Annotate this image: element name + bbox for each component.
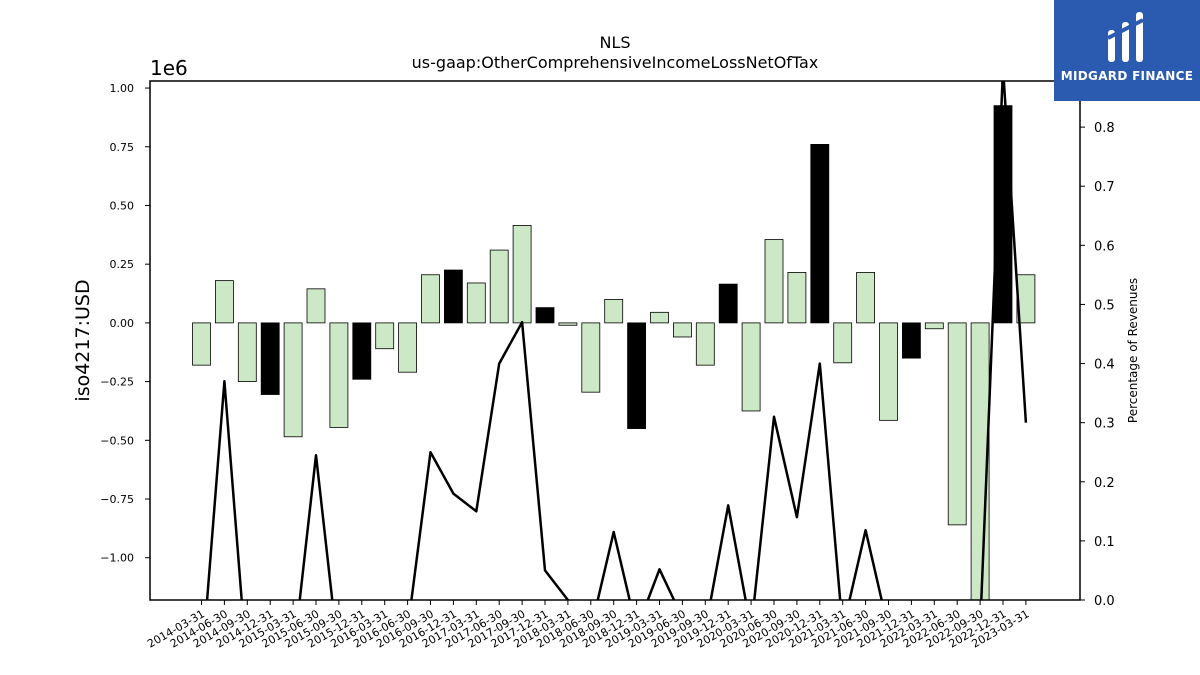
bar-2018-06-30 — [581, 322, 601, 393]
chart-title: NLS — [599, 33, 631, 52]
y2-axis-label: Percentage of Revenues — [1126, 278, 1140, 423]
bar-2015-03-31 — [283, 322, 303, 438]
bar-2016-12-31 — [443, 269, 463, 324]
bar-2017-09-30 — [512, 225, 532, 324]
bar-2021-03-31 — [833, 322, 853, 364]
bar-2014-12-31 — [260, 322, 280, 395]
chart-subtitle: us-gaap:OtherComprehensiveIncomeLossNetO… — [411, 53, 819, 72]
y-tick-label: −0.75 — [100, 493, 134, 506]
bar-2014-06-30 — [214, 280, 234, 324]
bar-2021-06-30 — [856, 271, 875, 324]
y-tick-label: −0.50 — [100, 434, 134, 447]
y2-tick-label: 0.2 — [1094, 476, 1115, 491]
bar-2016-06-30 — [398, 322, 418, 373]
line-series-segment-4 — [980, 81, 1028, 600]
bar-2020-03-31 — [741, 322, 761, 412]
y-tick-label: 0.50 — [110, 199, 135, 212]
bar-2020-06-30 — [764, 239, 784, 324]
bar-2015-12-31 — [352, 322, 372, 380]
bar-2020-09-30 — [787, 271, 807, 324]
y-tick-label: −1.00 — [100, 552, 134, 565]
y-tick-label: 1.00 — [110, 82, 135, 95]
bar-2015-06-30 — [306, 288, 326, 324]
y2-tick-label: 0.3 — [1094, 417, 1115, 432]
bar-2018-12-31 — [627, 322, 646, 429]
y-tick-label: −0.25 — [100, 376, 134, 389]
bar-2022-03-31 — [924, 322, 944, 330]
bar-2015-09-30 — [329, 322, 349, 428]
line-series-segment-3 — [410, 320, 883, 600]
y2-tick-label: 0.8 — [1094, 121, 1115, 136]
bar-2014-09-30 — [237, 322, 257, 382]
line-series-segment-2 — [298, 453, 334, 600]
line-series-segment-1 — [205, 380, 243, 600]
bar-2019-06-30 — [673, 322, 692, 338]
bar-2021-12-31 — [902, 322, 921, 359]
plot-frame — [149, 80, 1081, 601]
bar-2017-03-31 — [466, 282, 486, 324]
bar-2017-12-31 — [535, 307, 555, 324]
bar-2019-12-31 — [718, 283, 738, 324]
y-tick-label: 0.25 — [110, 258, 135, 271]
bar-2022-06-30 — [947, 322, 967, 526]
y-axis-label: iso4217:USD — [72, 279, 94, 401]
brand-logo-text: MIDGARD FINANCE — [1060, 69, 1194, 83]
bar-2019-03-31 — [650, 311, 669, 324]
midgard-logo-icon — [1107, 12, 1144, 62]
bar-2019-09-30 — [695, 322, 715, 366]
bar-2020-12-31 — [810, 144, 830, 324]
bar-2016-09-30 — [421, 274, 440, 324]
bar-2017-06-30 — [489, 249, 509, 324]
y2-tick-label: 0.4 — [1094, 358, 1115, 373]
bar-2018-03-31 — [558, 322, 578, 326]
bar-2014-03-31 — [192, 322, 211, 366]
bar-2016-03-31 — [375, 322, 395, 350]
y2-tick-label: 0.5 — [1094, 298, 1115, 313]
brand-logo: MIDGARD FINANCE — [1054, 0, 1200, 101]
y-tick-label: 0.00 — [110, 317, 135, 330]
y2-tick-label: 0.0 — [1094, 594, 1115, 609]
bar-2021-09-30 — [879, 322, 898, 421]
y2-tick-label: 0.6 — [1094, 239, 1115, 254]
bar-2018-09-30 — [604, 299, 624, 324]
y-offset-text: 1e6 — [150, 56, 188, 80]
y2-tick-label: 0.1 — [1094, 535, 1115, 550]
y2-tick-label: 0.7 — [1094, 180, 1115, 195]
y-tick-label: 0.75 — [110, 141, 135, 154]
